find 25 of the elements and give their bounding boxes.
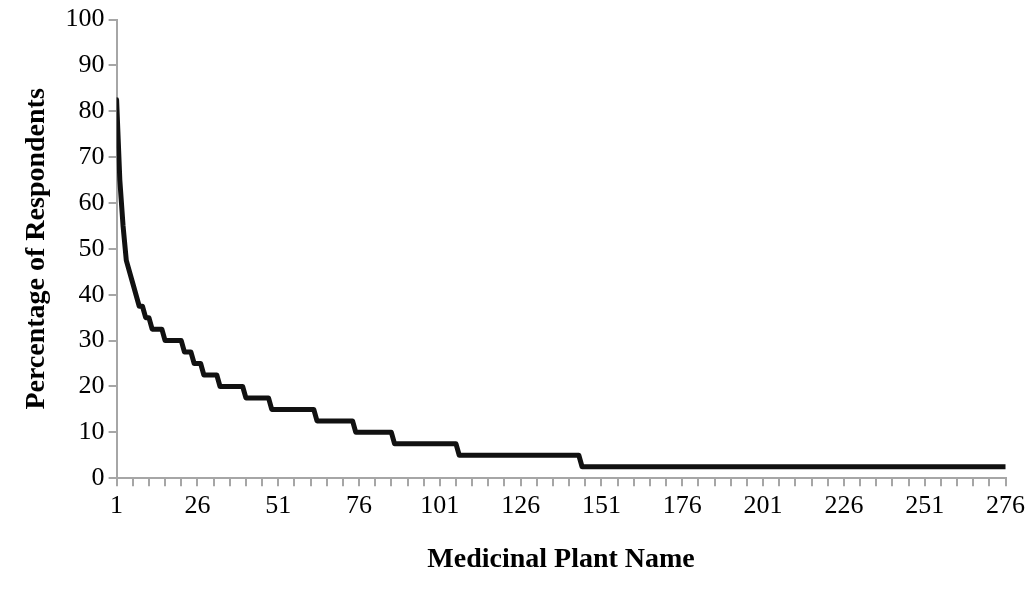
- y-tick-label: 0: [91, 462, 105, 492]
- y-tick-label: 100: [65, 3, 105, 33]
- y-tick-label: 30: [78, 324, 105, 354]
- y-tick-label: 20: [78, 370, 105, 400]
- y-tick-label: 70: [78, 141, 105, 171]
- x-tick-label: 201: [743, 489, 783, 519]
- x-tick-label: 251: [905, 489, 945, 519]
- x-axis-title: Medicinal Plant Name: [427, 542, 695, 574]
- x-tick-label: 176: [662, 489, 702, 519]
- y-tick-label: 50: [78, 232, 105, 262]
- y-axis-title: Percentage of Respondents: [19, 88, 51, 410]
- y-tick-label: 60: [78, 186, 105, 216]
- x-tick-label: 1: [110, 489, 124, 519]
- y-tick-label: 90: [78, 49, 105, 79]
- x-tick-label: 76: [346, 489, 373, 519]
- x-tick-label: 26: [184, 489, 211, 519]
- x-tick-label: 151: [581, 489, 621, 519]
- x-tick-label: 101: [420, 489, 460, 519]
- x-tick-label: 126: [501, 489, 541, 519]
- y-tick-label: 80: [78, 95, 105, 125]
- y-tick-label: 40: [78, 278, 105, 308]
- x-tick-label: 276: [986, 489, 1025, 519]
- y-tick-label: 10: [78, 416, 105, 446]
- x-tick-label: 51: [265, 489, 292, 519]
- x-tick-label: 226: [824, 489, 864, 519]
